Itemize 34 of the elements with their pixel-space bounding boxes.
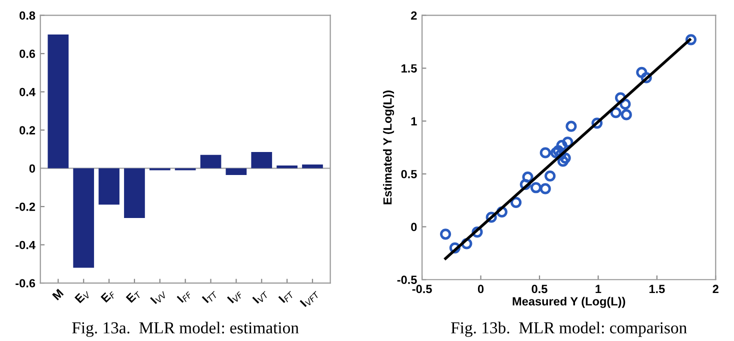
x-tick-label: I$_{VF}$ xyxy=(227,288,244,305)
y-tick-label: 0.6 xyxy=(20,50,36,58)
x-tick-label: M xyxy=(52,288,64,300)
x-tick-label: I$_{FF}$ xyxy=(176,288,192,304)
y-tick-label: 0 xyxy=(29,164,36,173)
y-tick-label: 1.5 xyxy=(402,64,417,73)
x-tick-label: I$_{VFT}$ xyxy=(300,288,320,308)
x-tick-label: I$_{VT}$ xyxy=(252,288,270,306)
x-tick-label: I$_{VV}$ xyxy=(150,288,168,306)
y-tick-label: 0.8 xyxy=(20,11,36,20)
x-tick-label: 0 xyxy=(478,284,484,294)
x-tick-label: E$_{V}$ xyxy=(74,288,92,305)
y-tick-label: -0.4 xyxy=(16,240,36,250)
y-tick-label: -0.6 xyxy=(16,279,36,288)
x-tick-label: 1 xyxy=(596,284,602,294)
x-tick-label: 1.5 xyxy=(649,284,665,294)
y-axis-title: Estimated Y (Log(L)) xyxy=(383,90,394,204)
x-tick-label: I$_{TT}$ xyxy=(202,288,218,304)
y-tick-label: 1 xyxy=(411,117,417,126)
x-tick-label: I$_{FT}$ xyxy=(278,288,295,304)
y-tick-label: -0.5 xyxy=(397,276,417,284)
y-tick-label: 2 xyxy=(411,11,417,20)
y-tick-label: 0.4 xyxy=(20,88,36,96)
caption: Fig. 13b. MLR model: comparison xyxy=(451,322,687,337)
x-tick-label: 2 xyxy=(712,284,718,294)
y-tick-label: 0.5 xyxy=(401,170,417,178)
x-tick-label: 0.5 xyxy=(532,284,548,294)
y-tick-label: 0 xyxy=(411,222,417,232)
x-tick-label: E$_{F}$ xyxy=(100,288,116,304)
y-tick-label: 0.2 xyxy=(20,126,36,134)
x-axis-title: Measured Y (Log(L)) xyxy=(512,296,626,308)
caption: Fig. 13a. MLR model: estimation xyxy=(72,322,299,337)
y-tick-label: -0.2 xyxy=(16,202,36,211)
x-tick-label: E$_{T}$ xyxy=(126,288,142,304)
